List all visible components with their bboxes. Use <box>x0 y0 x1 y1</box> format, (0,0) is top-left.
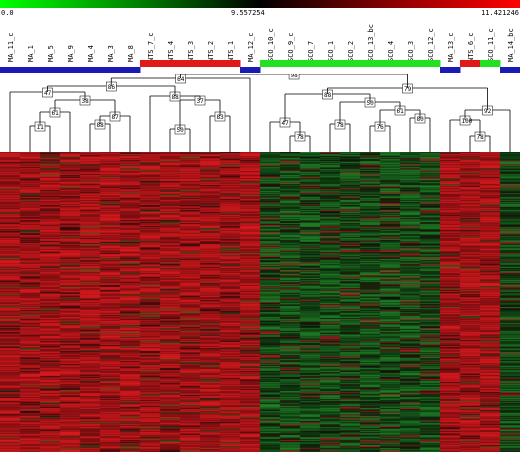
node-support-label: 78 <box>477 134 485 141</box>
node-support-label: 88 <box>172 94 180 101</box>
node-support-label: 61 <box>397 108 405 115</box>
group-marker <box>400 60 421 67</box>
node-support-label: 11 <box>37 124 45 131</box>
scale-max-label: 11.421246 <box>481 9 519 17</box>
node-label-box <box>175 74 186 84</box>
node-support-label: 38 <box>82 98 90 105</box>
node-support-label: 83 <box>217 114 225 121</box>
sample-label: NTS_6_c <box>467 32 475 62</box>
node-support-label: 88 <box>97 122 105 129</box>
node-support-label: 92 <box>484 108 492 115</box>
node-support-label: 37 <box>197 98 205 105</box>
sample-label: NTS_7_c <box>147 32 155 62</box>
group-marker <box>120 67 141 73</box>
sample-label: MA_14_bc <box>507 28 515 62</box>
scale-min-label: 0.0 <box>1 9 14 17</box>
node-support-label: 50 <box>367 100 375 107</box>
group-marker <box>160 60 181 67</box>
group-marker <box>240 67 261 73</box>
node-support-label: 80 <box>417 116 425 123</box>
node-support-label: 76 <box>377 124 385 131</box>
group-marker <box>60 67 81 73</box>
node-support-label: 47 <box>282 120 290 127</box>
group-marker <box>260 60 281 67</box>
group-marker <box>500 67 520 73</box>
group-marker <box>180 60 201 67</box>
expression-heatmap <box>0 152 520 452</box>
sample-label: MA_12_c <box>247 32 255 62</box>
node-support-label: 98 <box>291 74 299 79</box>
group-marker <box>460 60 481 67</box>
sample-label: SCO_2 <box>347 41 355 62</box>
sample-label: SCO_4 <box>387 41 395 62</box>
sample-label: NTS_4 <box>167 41 175 62</box>
sample-label: MA_11_c <box>7 32 15 62</box>
sample-label: SCO_9_c <box>287 32 295 62</box>
sample-label: MA_8 <box>127 45 135 62</box>
sample-label: MA_1 <box>27 45 35 62</box>
group-marker <box>320 60 341 67</box>
group-marker <box>200 60 221 67</box>
node-support-label: 87 <box>112 114 120 121</box>
sample-label: SCO_7 <box>307 41 315 62</box>
node-support-label: 100 <box>462 118 473 125</box>
group-marker <box>80 67 101 73</box>
sample-label: MA_4 <box>87 45 95 62</box>
group-marker <box>440 67 461 73</box>
group-marker <box>280 60 301 67</box>
dendrogram: 11 61 88 87 38 47 50 83 37 88 86 64 78 78 76 80 61 50 47 88… <box>9 74 511 152</box>
group-color-bar <box>0 60 520 73</box>
node-support-label: 88 <box>324 92 332 99</box>
node-support-label: 50 <box>177 127 185 134</box>
color-scale-bar <box>0 0 520 8</box>
group-marker <box>420 60 441 67</box>
node-support-label: 61 <box>52 110 60 117</box>
node-support-label: 79 <box>404 86 412 93</box>
group-marker <box>380 60 401 67</box>
group-marker <box>40 67 61 73</box>
group-marker <box>340 60 361 67</box>
group-marker <box>220 60 241 67</box>
group-marker <box>140 60 161 67</box>
node-support-label: 86 <box>108 84 116 91</box>
sample-label: SCO_10_c <box>267 28 275 62</box>
sample-label: NTS_1 <box>227 41 235 62</box>
group-marker <box>0 67 21 73</box>
scale-mid-label: 9.557254 <box>231 9 265 17</box>
sample-label: NTS_3 <box>187 41 195 62</box>
group-marker <box>300 60 321 67</box>
sample-label: MA_3 <box>107 45 115 62</box>
node-support-label: 64 <box>177 76 185 83</box>
group-marker <box>480 60 501 67</box>
sample-label: SCO_11_c <box>487 28 495 62</box>
sample-label: MA_13_c <box>447 32 455 62</box>
sample-label: SCO_12_c <box>427 28 435 62</box>
node-label-box <box>288 74 300 80</box>
node-support-label: 78 <box>297 134 305 141</box>
sample-label: SCO_1 <box>327 41 335 62</box>
node-support-label: 78 <box>337 122 345 129</box>
sample-label: SCO_13_bc <box>367 24 375 62</box>
sample-label: SCO_3 <box>407 41 415 62</box>
group-marker <box>20 67 41 73</box>
group-marker <box>360 60 381 67</box>
sample-label: NTS_2 <box>207 41 215 62</box>
sample-label: MA_5 <box>47 45 55 62</box>
sample-labels: MA_11_c MA_1 MA_5 MA_9 MA_4 MA_3 MA_8 NTS_7_c NT… <box>7 24 515 62</box>
sample-label: MA_9 <box>67 45 75 62</box>
node-support-label: 47 <box>44 90 52 97</box>
group-marker <box>100 67 121 73</box>
